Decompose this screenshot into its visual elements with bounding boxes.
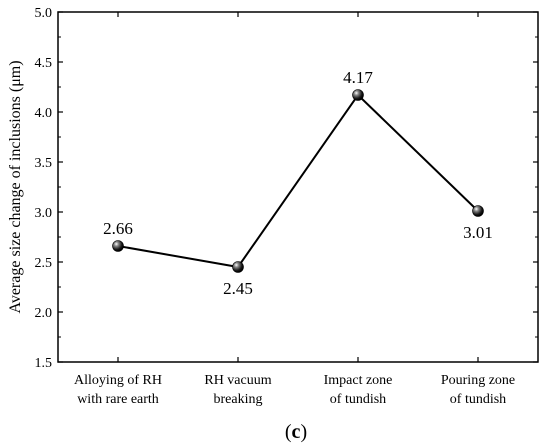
x-tick-label-line: RH vacuum xyxy=(204,373,271,388)
x-tick-label-line: Alloying of RH xyxy=(74,373,162,388)
data-label: 2.66 xyxy=(103,219,133,238)
y-tick-label: 1.5 xyxy=(35,356,53,371)
x-tick-label-line: breaking xyxy=(214,392,263,407)
plot-frame xyxy=(57,11,539,363)
y-tick-label: 4.0 xyxy=(35,106,53,121)
panel-label-letter: c xyxy=(292,421,301,443)
x-tick-label-line: of tundish xyxy=(450,392,506,407)
panel-label-close: ) xyxy=(300,421,307,443)
x-tick-label: Pouring zone of tundish xyxy=(441,373,515,407)
data-labels: 2.66 2.45 4.17 3.01 xyxy=(103,68,493,298)
x-tick-label-line: with rare earth xyxy=(77,392,159,407)
data-label: 2.45 xyxy=(223,279,253,298)
x-tick-label: RH vacuum breaking xyxy=(204,373,271,407)
x-tick-label: Impact zone of tundish xyxy=(324,373,393,407)
data-label: 3.01 xyxy=(463,223,493,242)
y-tick-label: 4.5 xyxy=(35,56,53,71)
series-path xyxy=(117,93,479,269)
y-axis: 1.5 2.0 2.5 3.0 3.5 4.0 4.5 5.0 xyxy=(35,6,538,371)
series-line xyxy=(112,89,484,273)
data-point xyxy=(232,261,244,273)
y-tick-label: 3.5 xyxy=(35,156,53,171)
x-tick-label-line: Impact zone xyxy=(324,373,393,388)
x-axis: Alloying of RH with rare earth RH vacuum br… xyxy=(74,12,515,407)
data-point xyxy=(112,240,124,252)
panel-label: (c) xyxy=(285,421,307,443)
data-label: 4.17 xyxy=(343,68,373,87)
x-tick-label-line: Pouring zone xyxy=(441,373,515,388)
y-tick-label: 2.0 xyxy=(35,306,53,321)
data-point xyxy=(472,205,484,217)
x-tick-label: Alloying of RH with rare earth xyxy=(74,373,162,407)
data-point xyxy=(352,89,364,101)
y-tick-label: 5.0 xyxy=(35,6,53,21)
y-tick-label: 3.0 xyxy=(35,206,53,221)
x-tick-label-line: of tundish xyxy=(330,392,386,407)
y-axis-title: Average size change of inclusions (μm) xyxy=(7,60,24,313)
y-tick-label: 2.5 xyxy=(35,256,53,271)
panel-label-open: ( xyxy=(285,421,292,443)
